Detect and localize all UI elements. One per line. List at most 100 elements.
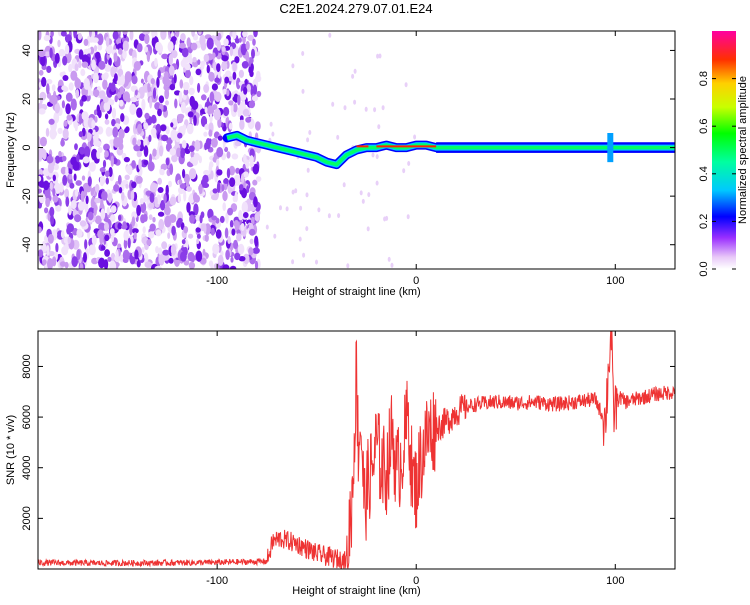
noise-speck — [241, 187, 247, 199]
noise-speck — [201, 94, 207, 101]
noise-speck — [96, 150, 101, 160]
colorbar-tick-label: 0.6 — [698, 119, 710, 134]
noise-speck — [191, 100, 199, 110]
noise-speck — [252, 38, 256, 46]
noise-speck — [141, 247, 145, 253]
noise-speck — [94, 116, 98, 123]
noise-speck — [62, 75, 69, 81]
noise-speck — [50, 31, 54, 37]
noise-speck — [52, 188, 56, 197]
noise-speck — [237, 94, 241, 106]
noise-speck — [93, 206, 97, 216]
noise-speck — [109, 139, 114, 145]
noise-speck — [131, 228, 139, 234]
noise-speck — [186, 186, 192, 192]
noise-speck — [205, 138, 211, 150]
noise-speck — [211, 83, 218, 91]
noise-speck — [52, 195, 59, 203]
colorbar: 0.0 0.2 0.4 0.6 0.8 Normalized spectral ampli… — [698, 31, 749, 277]
noise-speck — [171, 50, 178, 59]
noise-speck — [120, 113, 125, 122]
noise-speck — [165, 100, 169, 106]
noise-speck — [65, 103, 71, 115]
noise-speck — [182, 93, 187, 101]
noise-speck — [111, 231, 115, 243]
noise-speck — [204, 234, 209, 242]
noise-speck — [142, 226, 146, 234]
noise-speck — [87, 132, 92, 142]
noise-speck — [54, 102, 60, 114]
noise-speck — [112, 31, 119, 40]
noise-speck — [150, 127, 157, 136]
noise-speck — [83, 78, 90, 90]
noise-speck — [114, 95, 118, 103]
noise-speck — [317, 207, 321, 213]
noise-speck — [238, 209, 243, 221]
noise-speck — [154, 57, 158, 67]
noise-speck — [66, 114, 73, 121]
noise-speck — [117, 222, 123, 230]
noise-speck — [110, 252, 116, 263]
noise-speck — [39, 96, 43, 105]
noise-speck — [302, 252, 306, 258]
noise-speck — [73, 31, 77, 39]
noise-speck — [238, 37, 242, 43]
noise-speck — [152, 183, 158, 189]
noise-speck — [181, 47, 189, 58]
noise-speck — [143, 137, 148, 149]
noise-speck — [44, 207, 49, 214]
noise-speck — [151, 114, 157, 124]
noise-speck — [202, 248, 206, 257]
noise-speck — [76, 228, 83, 238]
noise-speck — [122, 50, 127, 59]
noise-speck — [336, 134, 340, 140]
noise-speck — [65, 166, 69, 177]
colorbar-label: Normalized spectral amplitude — [737, 76, 749, 224]
noise-speck — [196, 238, 200, 245]
noise-speck — [110, 214, 116, 222]
noise-speck — [100, 208, 106, 221]
noise-speck — [122, 257, 129, 263]
noise-speck — [47, 234, 54, 244]
noise-speck — [211, 52, 216, 59]
noise-speck — [169, 83, 176, 91]
noise-speck — [97, 43, 103, 51]
noise-speck — [255, 70, 261, 80]
noise-speck — [407, 161, 411, 166]
noise-speck — [315, 259, 318, 265]
noise-speck — [144, 33, 150, 45]
noise-speck — [137, 123, 143, 134]
noise-speck — [79, 147, 86, 155]
noise-speck — [195, 250, 203, 262]
noise-speck — [221, 55, 229, 62]
noise-speck — [254, 212, 260, 222]
noise-speck — [97, 229, 104, 239]
noise-speck — [38, 181, 47, 188]
noise-speck — [243, 253, 250, 265]
noise-speck — [100, 245, 106, 251]
noise-speck — [254, 260, 259, 269]
noise-speck — [199, 214, 203, 224]
noise-speck — [213, 108, 221, 121]
noise-speck — [101, 191, 108, 201]
noise-speck — [109, 260, 117, 269]
noise-speck — [38, 175, 42, 182]
noise-speck — [149, 223, 156, 232]
noise-speck — [62, 128, 69, 140]
noise-speck — [104, 234, 110, 242]
spectrogram-chart: -100 0 100 -40 -20 0 20 40 Height of straight li… — [5, 30, 676, 298]
noise-speck — [254, 235, 259, 247]
noise-speck — [121, 224, 128, 230]
noise-speck — [180, 101, 186, 114]
noise-speck — [189, 214, 195, 224]
noise-speck — [243, 212, 249, 219]
noise-speck — [168, 53, 173, 66]
noise-speck — [232, 31, 237, 40]
noise-speck — [110, 155, 115, 167]
noise-speck — [189, 75, 194, 86]
noise-speck — [170, 129, 177, 141]
noise-speck — [223, 38, 229, 47]
noise-speck — [217, 254, 224, 266]
noise-speck — [78, 60, 82, 69]
noise-speck — [118, 187, 123, 194]
